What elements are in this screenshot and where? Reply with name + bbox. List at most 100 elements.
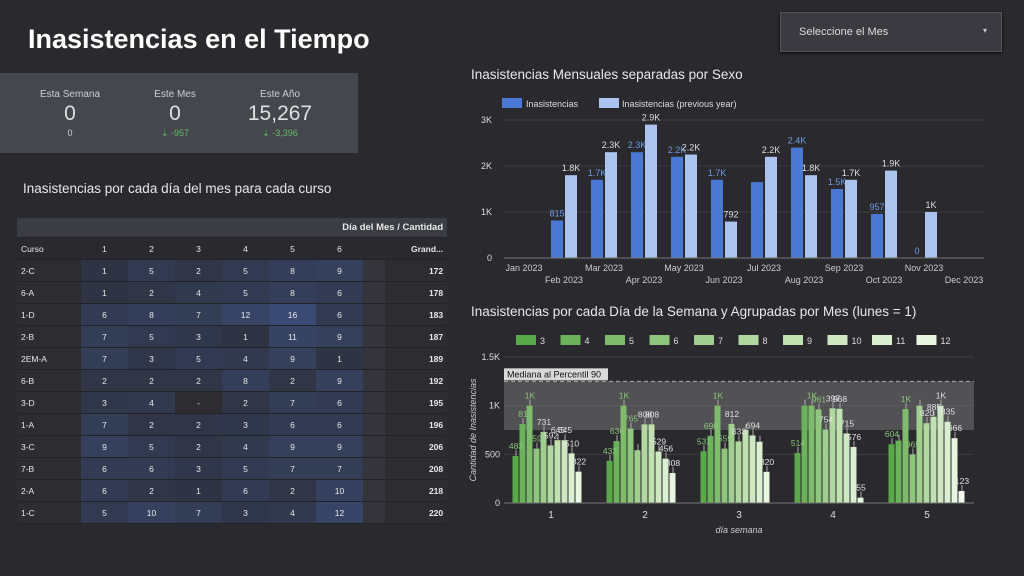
bar xyxy=(937,405,944,503)
data-label: 531 xyxy=(697,436,711,446)
pivot-value-cell: 12 xyxy=(222,303,269,326)
page-title: Inasistencias en el Tiempo xyxy=(28,24,370,54)
data-label: 1K xyxy=(619,391,630,401)
pivot-course-cell: 2-C xyxy=(17,259,81,282)
legend-swatch xyxy=(516,335,536,345)
pivot-value-cell: 7 xyxy=(175,303,222,326)
pivot-value-cell: 6 xyxy=(316,391,363,414)
pivot-value-cell: 11 xyxy=(269,325,316,348)
pivot-total-cell: 206 xyxy=(385,435,448,458)
table-row: 2EM-A 7 3 5 4 9 1 189 xyxy=(17,347,448,370)
data-label: 808 xyxy=(645,409,659,419)
bar xyxy=(735,441,742,503)
bar xyxy=(631,152,643,258)
data-label: 1K xyxy=(713,391,724,401)
bar xyxy=(641,424,648,503)
chevron-down-icon[interactable]: ▾ xyxy=(982,26,987,35)
data-label: 1K xyxy=(525,391,536,401)
pivot-value-cell: 8 xyxy=(128,303,175,326)
kpi-delta: ⇣ -3,396 xyxy=(262,128,298,138)
pivot-total-cell: 220 xyxy=(385,501,448,524)
pivot-value-cell: 3 xyxy=(128,347,175,370)
data-label: 1.7K xyxy=(708,168,727,178)
kpi-comparison: 0 xyxy=(67,128,73,138)
legend-swatch xyxy=(560,335,581,345)
pivot-spacer-cell xyxy=(363,303,385,326)
bar xyxy=(857,497,864,503)
data-label: 965 xyxy=(906,439,920,449)
month-selector-label: Seleccione el Mes xyxy=(799,26,889,38)
data-label: 397 xyxy=(826,393,840,403)
pivot-course-cell: 2EM-A xyxy=(17,347,81,370)
pivot-value-cell: 9 xyxy=(316,325,363,348)
bar xyxy=(805,175,817,258)
pivot-spacer-cell xyxy=(363,391,385,414)
pivot-value-cell: 6 xyxy=(81,303,128,326)
pivot-value-cell: 8 xyxy=(269,281,316,304)
bar xyxy=(551,220,563,258)
bar xyxy=(561,440,568,503)
pivot-column-header: 3 xyxy=(175,237,222,260)
bar xyxy=(512,455,519,503)
pivot-course-cell: 2-B xyxy=(17,325,81,348)
legend-label: 4 xyxy=(585,336,590,346)
pivot-value-cell: 4 xyxy=(222,435,269,458)
bar xyxy=(909,454,916,503)
legend-label: 11 xyxy=(896,336,905,346)
data-label: 690 xyxy=(704,421,718,431)
pivot-value-cell: 12 xyxy=(316,501,363,524)
pivot-total-cell: 178 xyxy=(385,281,448,304)
table-row: 6-A 1 2 4 5 8 6 178 xyxy=(17,281,448,304)
legend-label: 9 xyxy=(807,336,812,346)
data-label: 2.3K xyxy=(602,140,621,150)
data-label: 1K xyxy=(901,394,912,404)
table-row: 2-B 7 5 3 1 11 9 187 xyxy=(17,325,448,348)
month-selector-dropdown[interactable]: Seleccione el Mes ▾ xyxy=(780,12,1002,52)
bar xyxy=(831,189,843,258)
data-label: 666 xyxy=(948,423,962,433)
kpi-this-week: Esta Semana 0 0 xyxy=(15,73,125,138)
data-label: 1K xyxy=(936,391,947,401)
bar xyxy=(671,156,683,258)
legend-label: 12 xyxy=(941,336,951,346)
data-label: 529 xyxy=(652,437,666,447)
pivot-value-cell: 6 xyxy=(128,457,175,480)
pivot-course-cell: 1-C xyxy=(17,501,81,524)
data-label: 885 xyxy=(927,402,941,412)
pivot-value-cell: 1 xyxy=(316,347,363,370)
legend-label: Inasistencias (previous year) xyxy=(622,99,737,109)
monthly-bar-chart: 0 1K 2K 3K Inasistencias Inasistencias (previ… xyxy=(481,98,984,285)
y-tick-label: 1K xyxy=(489,401,500,411)
bar xyxy=(700,451,707,503)
pivot-spacer-cell xyxy=(363,479,385,502)
pivot-spacer-cell xyxy=(363,457,385,480)
pivot-column-header: 2 xyxy=(128,237,175,260)
data-label: 81 xyxy=(518,409,528,419)
data-label: 1.8K xyxy=(802,163,821,173)
bar xyxy=(902,409,909,503)
pivot-value-cell: 6 xyxy=(316,281,363,304)
data-label: 1K xyxy=(807,391,818,401)
bar xyxy=(655,451,662,503)
data-label: 2.4K xyxy=(788,136,807,146)
data-label: 322 xyxy=(572,457,586,467)
kpi-value: 15,267 xyxy=(247,102,313,125)
data-label: 633 xyxy=(732,426,746,436)
bar xyxy=(620,405,627,503)
data-label: 2.2K xyxy=(762,145,781,155)
data-label: 812 xyxy=(725,409,739,419)
data-label: 754 xyxy=(819,415,833,425)
bar xyxy=(742,430,749,503)
bar xyxy=(765,156,777,258)
bar xyxy=(613,441,620,503)
pivot-table: Día del Mes / Cantidad Curso 1 2 3 4 5 6 Grand.… xyxy=(17,218,448,524)
data-label: 694 xyxy=(746,420,760,430)
x-axis-label: día semana xyxy=(715,525,762,535)
bar xyxy=(565,175,577,258)
bar xyxy=(951,438,958,503)
legend-label: 8 xyxy=(763,336,768,346)
legend-swatch xyxy=(649,335,670,345)
pivot-value-cell: 6 xyxy=(81,479,128,502)
pivot-total-cell: 192 xyxy=(385,369,448,392)
table-row: 3-D 3 4-2 7 6 195 xyxy=(17,391,448,414)
